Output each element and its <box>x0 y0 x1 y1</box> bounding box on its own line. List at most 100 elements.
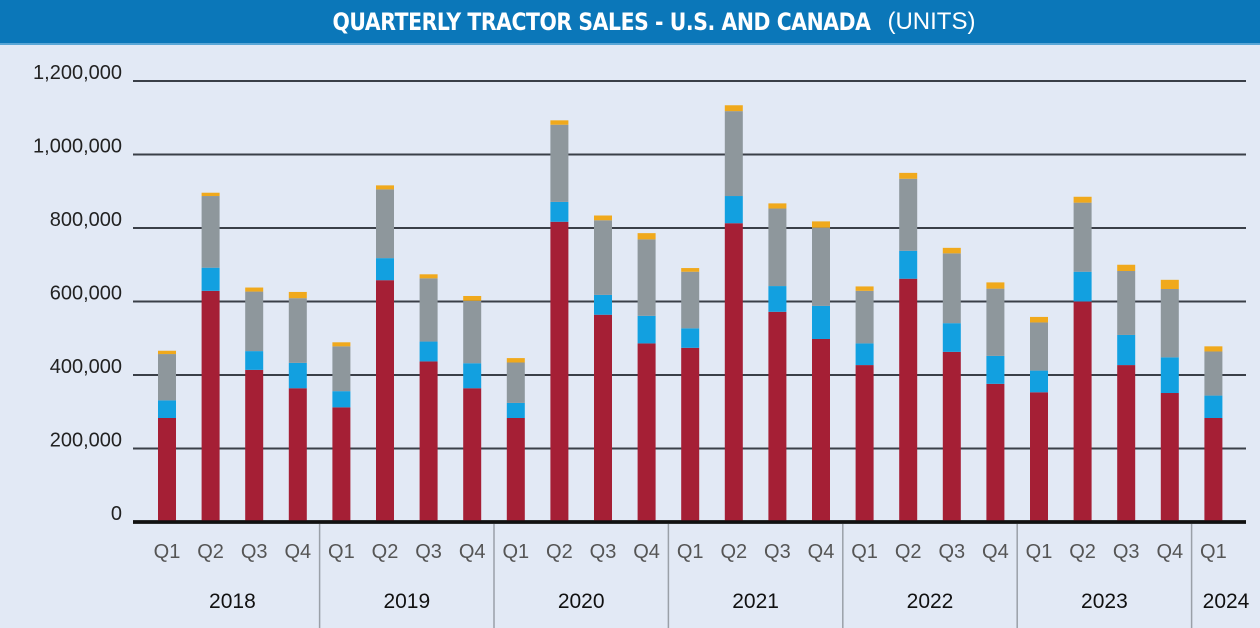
quarter-label: Q4 <box>284 541 311 563</box>
bar-segment <box>812 227 830 306</box>
quarter-label: Q2 <box>197 541 224 563</box>
bar-segment <box>942 253 961 324</box>
bar-segment <box>332 391 351 408</box>
y-tick-label: 400,000 <box>50 356 122 378</box>
bar-segment <box>594 314 612 522</box>
quarter-label: Q3 <box>415 541 442 563</box>
bar-segment <box>855 343 874 366</box>
bar-segment <box>855 286 874 291</box>
bar-segment <box>768 208 787 287</box>
year-label: 2020 <box>558 590 605 613</box>
bar-segment <box>550 124 569 202</box>
bar-segment <box>1160 289 1179 358</box>
quarter-label: Q3 <box>938 541 965 563</box>
bar-segment <box>506 362 525 403</box>
bar-segment <box>1073 271 1092 302</box>
bar-segment <box>201 192 220 197</box>
quarter-label: Q2 <box>372 541 399 563</box>
bar-segment <box>942 351 961 522</box>
bar-segment <box>899 278 918 522</box>
quarter-label: Q2 <box>895 541 922 563</box>
year-label: 2021 <box>732 590 779 613</box>
bar-segment <box>681 268 700 272</box>
bar-segment <box>768 311 787 522</box>
bar-segment <box>506 417 525 522</box>
bar-segment <box>724 105 743 112</box>
bar-segment <box>724 196 743 224</box>
bar-segment <box>681 328 700 348</box>
quarter-label: Q2 <box>546 541 573 563</box>
bar-segment <box>158 400 176 418</box>
bar-segment <box>899 250 918 279</box>
bar-segment <box>855 365 874 522</box>
bar-segment <box>463 388 482 522</box>
bar-segment <box>463 363 482 389</box>
bar-segment <box>899 172 918 179</box>
bar-segment <box>332 346 351 392</box>
bar-segment <box>288 362 307 389</box>
bar-segment <box>1073 301 1092 522</box>
bar-segment <box>986 288 1005 356</box>
bar-segment <box>419 278 438 342</box>
quarter-label: Q3 <box>764 541 791 563</box>
bar-segment <box>332 342 351 347</box>
bar-segment <box>1073 196 1092 203</box>
bar-segment <box>681 347 700 522</box>
quarter-label: Q1 <box>851 541 878 563</box>
bar-segment <box>550 201 569 222</box>
y-tick-label: 600,000 <box>50 283 122 305</box>
y-tick-label: 1,000,000 <box>33 136 122 158</box>
bar-segment <box>724 223 743 522</box>
bar-segment <box>376 189 394 259</box>
bar-segment <box>637 239 656 316</box>
bar-segment <box>506 402 525 418</box>
bar-segment <box>1030 316 1048 323</box>
bar-segment <box>419 274 438 279</box>
year-label: 2023 <box>1081 590 1128 613</box>
bar-segment <box>594 220 612 295</box>
quarter-label: Q1 <box>1026 541 1053 563</box>
quarter-label: Q4 <box>459 541 486 563</box>
bar-segment <box>855 290 874 344</box>
bar-segment <box>1160 357 1179 394</box>
year-label: 2019 <box>383 590 430 613</box>
bar-segment <box>1160 279 1179 290</box>
bar-segment <box>332 407 351 522</box>
chart-title-banner: QUARTERLY TRACTOR SALES - U.S. AND CANAD… <box>0 0 1260 45</box>
quarter-label: Q1 <box>502 541 529 563</box>
quarter-label: Q1 <box>328 541 355 563</box>
bar-segment <box>1073 202 1092 272</box>
quarter-label: Q3 <box>241 541 268 563</box>
bar-segment <box>637 233 656 240</box>
bar-segment <box>594 215 612 221</box>
bar-segment <box>158 354 176 401</box>
bar-segment <box>986 383 1005 522</box>
quarter-label: Q4 <box>1156 541 1183 563</box>
bar-segment <box>768 286 787 312</box>
quarter-label: Q1 <box>1200 541 1227 563</box>
bar-segment <box>245 291 264 352</box>
bar-segment <box>419 361 438 522</box>
bar-segment <box>288 291 307 299</box>
quarter-label: Q4 <box>633 541 660 563</box>
bar-segment <box>1117 334 1136 366</box>
bar-segment <box>768 203 787 209</box>
bar-segment <box>376 280 394 522</box>
bar-segment <box>724 111 743 197</box>
y-tick-label: 200,000 <box>50 430 122 452</box>
bar-segment <box>637 343 656 522</box>
bar-segment <box>463 295 482 301</box>
chart-title-unit: (UNITS) <box>887 7 976 35</box>
bar-segment <box>245 351 264 370</box>
bar-segment <box>245 369 264 522</box>
bar-segment <box>550 120 569 125</box>
bar-segment <box>812 221 830 228</box>
year-label: 2022 <box>907 590 954 613</box>
bar-segment <box>288 388 307 522</box>
quarter-label: Q3 <box>1113 541 1140 563</box>
bar-segment <box>637 315 656 344</box>
bar-segment <box>812 305 830 339</box>
bar-segment <box>158 417 176 522</box>
quarter-label: Q2 <box>720 541 747 563</box>
